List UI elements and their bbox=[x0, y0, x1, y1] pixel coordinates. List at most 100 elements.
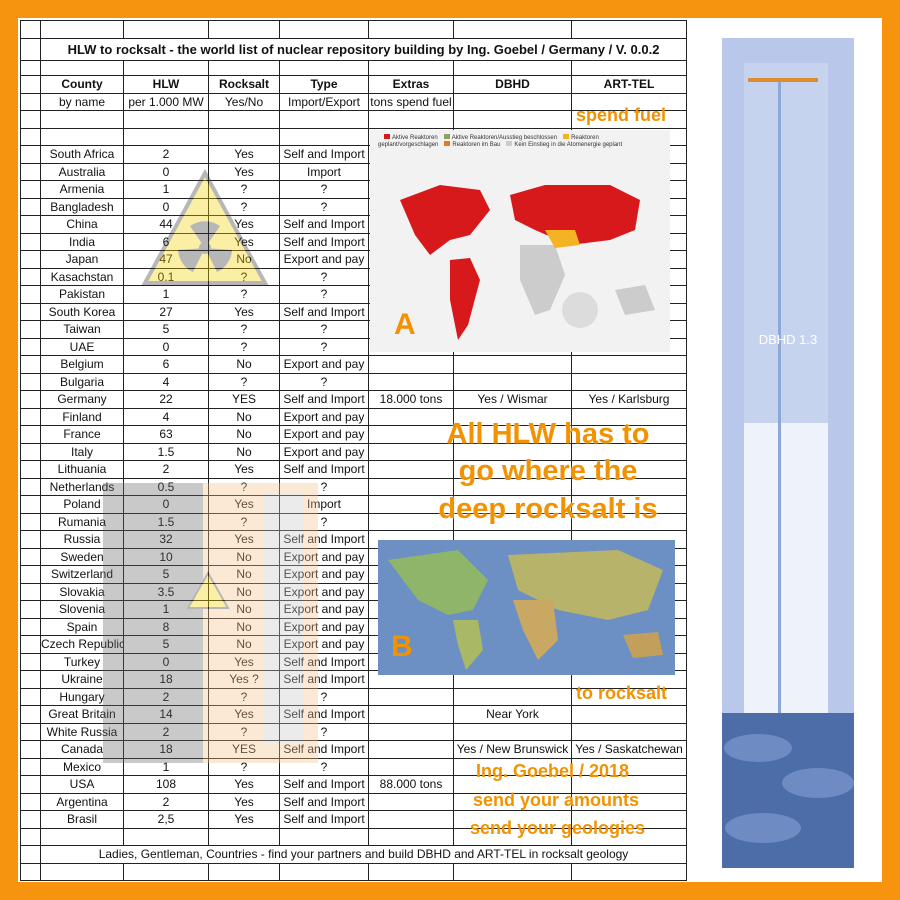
table-cell: Self and Import bbox=[279, 302, 369, 321]
table-row: Italy 1.5 No Export and pay bbox=[20, 442, 687, 461]
table-cell bbox=[20, 635, 41, 654]
table-cell bbox=[20, 320, 41, 339]
table-cell bbox=[368, 862, 454, 881]
slogan-line: go where the bbox=[458, 455, 638, 487]
table-cell: China bbox=[40, 215, 124, 234]
table-row: Argentina 2 Yes Self and Import bbox=[20, 792, 687, 811]
map-label: B bbox=[391, 630, 413, 663]
table-cell: Switzerland bbox=[40, 565, 124, 584]
table-row: Ladies, Gentleman, Countries - find your… bbox=[20, 845, 687, 864]
table-cell bbox=[20, 775, 41, 794]
table-cell: Type bbox=[279, 75, 369, 94]
table-cell: Self and Import bbox=[279, 232, 369, 251]
legend-swatch bbox=[384, 134, 390, 139]
table-cell bbox=[20, 495, 41, 514]
table-row: France 63 No Export and pay bbox=[20, 425, 687, 444]
table-cell: 1 bbox=[123, 285, 209, 304]
table-cell bbox=[20, 565, 41, 584]
legend-swatch bbox=[444, 141, 451, 146]
table-cell bbox=[571, 60, 687, 76]
table-cell: ? bbox=[279, 372, 369, 391]
table-cell: per 1.000 MW bbox=[123, 92, 209, 111]
table-cell bbox=[571, 355, 687, 374]
table-cell bbox=[20, 460, 41, 479]
sheet: HLW to rocksalt - the world list of nucl… bbox=[18, 18, 882, 882]
table-cell bbox=[208, 110, 280, 129]
table-cell: Near York bbox=[453, 705, 572, 724]
table-cell: No bbox=[208, 355, 280, 374]
table-cell: ART-TEL bbox=[571, 75, 687, 94]
table-cell bbox=[453, 687, 572, 706]
table-cell: No bbox=[208, 425, 280, 444]
table-cell: Australia bbox=[40, 162, 124, 181]
table-cell: ? bbox=[208, 320, 280, 339]
table-cell: ? bbox=[279, 180, 369, 199]
legend-label: Reaktoren im Bau bbox=[452, 142, 501, 148]
annotation: Ing. Goebel / 2018 bbox=[476, 761, 630, 781]
table-cell: Export and pay bbox=[279, 582, 369, 601]
table-cell bbox=[123, 20, 209, 39]
table-cell: Pakistan bbox=[40, 285, 124, 304]
table-cell bbox=[368, 687, 454, 706]
table-row: Germany 22 YES Self and Import 18.000 tons Ye… bbox=[20, 390, 687, 409]
table-cell: Yes bbox=[208, 302, 280, 321]
table-cell: USA bbox=[40, 775, 124, 794]
table-row bbox=[20, 60, 687, 76]
panel-label: DBHD 1.3 bbox=[759, 332, 818, 347]
table-cell bbox=[20, 75, 41, 94]
table-cell: HLW bbox=[123, 75, 209, 94]
table-cell: Self and Import bbox=[279, 390, 369, 409]
table-cell bbox=[368, 60, 454, 76]
annotation: send your geologies bbox=[470, 818, 646, 838]
table-cell bbox=[20, 740, 41, 759]
table-cell bbox=[368, 355, 454, 374]
table-cell: 18.000 tons bbox=[368, 390, 454, 409]
table-cell bbox=[40, 127, 124, 146]
table-cell: Export and pay bbox=[279, 250, 369, 269]
table-cell: Extras bbox=[368, 75, 454, 94]
slogan-line: All HLW has to bbox=[446, 418, 650, 450]
table-cell: No bbox=[208, 407, 280, 426]
table-cell bbox=[20, 145, 41, 164]
table-cell bbox=[20, 92, 41, 111]
table-cell: 2,5 bbox=[123, 810, 209, 829]
table-cell bbox=[123, 827, 209, 846]
table-cell: Finland bbox=[40, 407, 124, 426]
table-cell bbox=[453, 60, 572, 76]
annotation: to rocksalt bbox=[576, 683, 668, 703]
table-cell: Yes bbox=[208, 810, 280, 829]
table-cell: 88.000 tons bbox=[368, 775, 454, 794]
table-cell bbox=[453, 722, 572, 741]
table-cell: Export and pay bbox=[279, 547, 369, 566]
table-cell bbox=[20, 60, 41, 76]
table-cell bbox=[20, 20, 41, 39]
table-cell bbox=[20, 372, 41, 391]
table-cell bbox=[208, 20, 280, 39]
table-cell bbox=[40, 827, 124, 846]
table-cell: 18 bbox=[123, 740, 209, 759]
table-cell: by name bbox=[40, 92, 124, 111]
table-cell bbox=[208, 127, 280, 146]
table-cell: No bbox=[208, 442, 280, 461]
table-cell: 5 bbox=[123, 320, 209, 339]
table-cell bbox=[123, 110, 209, 129]
table-cell: Export and pay bbox=[279, 635, 369, 654]
table-cell bbox=[368, 372, 454, 391]
table-cell bbox=[20, 232, 41, 251]
table-cell: No bbox=[208, 635, 280, 654]
table-row: USA 108 Yes Self and Import 88.000 tons bbox=[20, 775, 687, 794]
table-cell bbox=[20, 407, 41, 426]
table-cell bbox=[453, 372, 572, 391]
table-cell bbox=[208, 862, 280, 881]
table-cell: 1.5 bbox=[123, 442, 209, 461]
legend-label: Reaktoren geplant/vorgeschlagen bbox=[378, 135, 599, 148]
table-cell: 0 bbox=[123, 337, 209, 356]
table-cell: Yes / New Brunswick bbox=[453, 740, 572, 759]
annotation: send your amounts bbox=[473, 790, 640, 810]
table-cell: France bbox=[40, 425, 124, 444]
table-cell: Export and pay bbox=[279, 407, 369, 426]
table-cell: Self and Import bbox=[279, 530, 369, 549]
table-cell: Bulgaria bbox=[40, 372, 124, 391]
table-cell bbox=[20, 845, 41, 864]
table-cell: Import/Export bbox=[279, 92, 369, 111]
